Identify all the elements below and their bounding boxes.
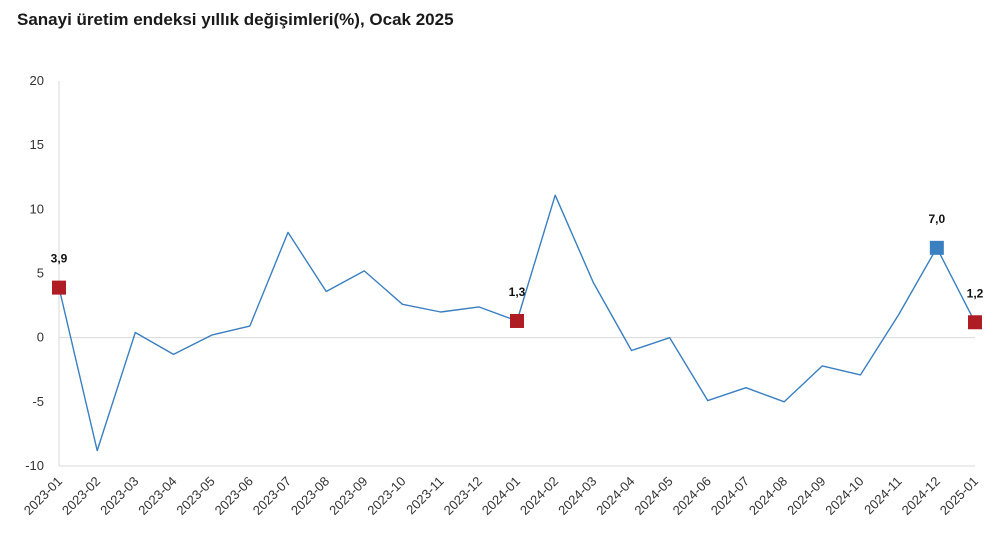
x-tick-label: 2024-04	[593, 474, 637, 518]
x-tick-label: 2023-10	[364, 474, 408, 518]
x-tick-label: 2024-05	[631, 474, 675, 518]
data-label: 7,0	[928, 212, 945, 226]
data-labels: 3,9 1,3 7,0 1,2	[51, 212, 984, 300]
highlight-marker	[510, 313, 524, 328]
y-tick-label: 5	[37, 266, 44, 281]
highlight-marker	[968, 315, 982, 330]
y-tick-label: 10	[30, 201, 44, 216]
axes	[58, 81, 975, 467]
x-tick-label: 2024-08	[746, 474, 790, 518]
highlight-marker	[52, 280, 66, 295]
x-tick-label: 2024-07	[708, 474, 752, 518]
x-tick-label: 2024-03	[555, 474, 599, 518]
x-tick-label: 2025-01	[937, 474, 981, 518]
x-tick-label: 2024-10	[822, 474, 866, 518]
x-tick-label: 2024-02	[517, 474, 561, 518]
y-tick-label: 20	[30, 73, 44, 88]
x-tick-label: 2023-04	[135, 474, 179, 518]
x-tick-label: 2023-07	[250, 474, 294, 518]
x-tick-label: 2023-11	[403, 474, 447, 518]
data-label: 1,3	[509, 285, 526, 299]
x-tick-label: 2023-03	[97, 474, 141, 518]
y-tick-label: 15	[30, 137, 44, 152]
y-tick-label: 0	[37, 330, 44, 345]
x-tick-label: 2024-06	[670, 474, 714, 518]
y-tick-label: -5	[32, 394, 44, 409]
x-tick-label: 2023-08	[288, 474, 332, 518]
data-label: 1,2	[967, 286, 984, 300]
x-axis-ticks: 2023-012023-022023-032023-042023-052023-…	[21, 474, 981, 518]
data-label: 3,9	[51, 252, 68, 266]
chart-title: Sanayi üretim endeksi yıllık değişimleri…	[17, 10, 454, 29]
x-tick-label: 2023-12	[441, 474, 485, 518]
highlight-marker	[929, 240, 944, 255]
x-tick-label: 2023-01	[21, 474, 65, 518]
x-tick-label: 2024-09	[784, 474, 828, 518]
highlight-markers	[52, 240, 982, 330]
x-tick-label: 2023-02	[59, 474, 103, 518]
x-tick-label: 2024-01	[479, 474, 523, 518]
x-tick-label: 2023-09	[326, 474, 370, 518]
y-tick-label: -10	[25, 458, 44, 473]
x-tick-label: 2023-06	[212, 474, 256, 518]
x-tick-label: 2024-11	[861, 474, 905, 518]
x-tick-label: 2024-12	[899, 474, 943, 518]
y-axis-ticks: 20 15 10 5 0 -5 -10	[25, 73, 44, 473]
x-tick-label: 2023-05	[173, 474, 217, 518]
